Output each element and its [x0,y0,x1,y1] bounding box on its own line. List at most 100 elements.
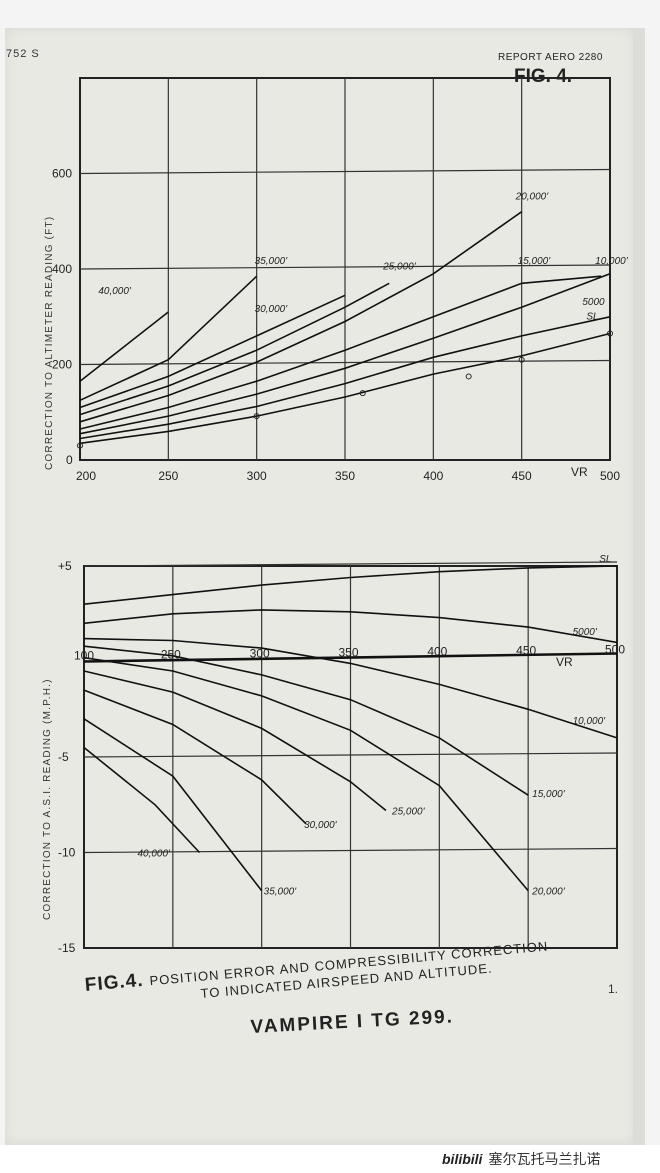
altimeter-point-1 [253,413,260,420]
altimeter-point-2 [359,390,366,397]
asi-curve-label-sl: SL [599,554,611,565]
altimeter-curve-label-40-000: 40,000' [98,286,132,297]
asi-series-5000 [83,609,618,644]
page-edge [633,28,645,1145]
altimeter-curve-label-sl: SL [586,311,598,322]
asi-series-35-000 [83,718,263,892]
asi-x-tick-100: 100 [74,649,94,663]
altimeter-series-15-000 [79,275,602,430]
altimeter-x-tick-200: 200 [76,469,96,483]
asi-series-25-000 [83,670,387,812]
altimeter-y-tick-600: 600 [52,167,72,181]
altimeter-hgrid-400 [79,264,611,270]
asi-zero-line [83,652,618,663]
altimeter-x-tick-500: 500 [600,469,620,483]
caption-figure-number: FIG.4. [84,969,145,996]
asi-hgrid-5 [83,561,618,567]
altimeter-curve-label-30-000: 30,000' [255,304,289,315]
altimeter-point-3 [465,373,472,380]
asi-x-tick-500: 500 [605,643,625,657]
altimeter-series-30-000 [79,294,346,409]
altimeter-curve-label-5000: 5000 [582,297,605,308]
asi-y-tick-5: +5 [58,559,72,573]
altimeter-chart-points [77,330,613,449]
asi-y-ticks: +5 -5 -10 -15 [58,559,76,955]
altimeter-series-5000 [79,316,611,440]
stray-mark: 1. [608,982,619,996]
altimeter-curve-label-10-000: 10,000' [595,256,629,267]
altimeter-point-4 [518,356,525,363]
altimeter-x-tick-400: 400 [423,469,443,483]
altimeter-series-25-000 [79,282,390,416]
altimeter-point-5 [607,330,613,337]
bilibili-logo: bilibili [442,1151,483,1167]
asi-chart-series [83,565,618,892]
altimeter-y-axis-title: CORRECTION TO ALTIMETER READING (FT) [44,216,55,470]
asi-x-tick-300: 300 [250,647,270,661]
asi-series-40-000 [83,746,201,854]
asi-x-tick-250: 250 [161,648,181,662]
asi-series-10-000 [83,637,618,739]
asi-curve-label-15-000: 15,000' [532,789,566,800]
asi-curve-label-5000: 5000' [573,627,598,638]
altimeter-x-axis-title: VR [571,465,588,479]
altimeter-series-sl [79,332,611,445]
asi-curve-label-30-000: 30,000' [304,820,338,831]
altimeter-curve-label-20-000: 20,000' [515,192,550,203]
altimeter-curve-label-15-000: 15,000' [518,256,552,267]
altimeter-curve-labels: 40,000' 35,000' 30,000' 25,000' 20,000' 15,00… [98,192,628,323]
altimeter-x-tick-300: 300 [247,469,267,483]
footer-bar [0,1145,660,1173]
asi-series-30-000 [83,689,307,825]
asi-curve-label-35-000: 35,000' [264,887,298,898]
watermark-text: 塞尔瓦托马兰扎诺 [488,1151,601,1167]
asi-hgrid-m5 [83,752,618,758]
figure-label: FIG. 4. [514,66,573,87]
asi-curve-label-10-000: 10,000' [573,716,607,727]
asi-y-tick-10: -10 [58,846,76,860]
altimeter-x-tick-350: 350 [335,469,355,483]
asi-curve-labels: SL 5000' 10,000' 15,000' 20,000' 25,000' 30,00… [137,554,611,898]
paper-page [5,28,635,1145]
asi-x-tick-350: 350 [339,646,359,660]
asi-chart: 100 250 300 350 400 450 500 +5 -5 -10 -15 SL 5000'… [42,554,625,955]
asi-y-tick-5: -5 [58,750,69,764]
altimeter-chart-grid [79,78,611,460]
asi-hgrid-m10 [83,847,618,854]
document-ref-left: 752 S [6,48,40,60]
altimeter-series-40-000 [79,311,169,382]
altimeter-point-0 [77,442,83,449]
altimeter-curve-label-35-000: 35,000' [255,256,289,267]
asi-series-20-000 [83,656,529,892]
altimeter-y-tick-0: 0 [66,453,73,467]
asi-curve-label-20-000: 20,000' [531,887,566,898]
asi-curve-label-40-000: 40,000' [137,849,171,860]
report-number: REPORT AERO 2280 [498,52,603,63]
altimeter-x-tick-450: 450 [512,469,532,483]
altimeter-series-20-000 [79,211,523,423]
altimeter-curve-label-25-000: 25,000' [382,261,417,272]
altimeter-hgrid-600 [79,168,611,175]
altimeter-y-tick-200: 200 [52,358,72,372]
asi-series-sl [83,565,618,605]
altimeter-series-10-000 [79,273,611,435]
asi-chart-grid [83,561,618,948]
asi-x-tick-450: 450 [516,644,536,658]
watermark: bilibili 塞尔瓦托马兰扎诺 [442,1149,600,1169]
asi-x-axis-title: VR [556,655,573,669]
altimeter-chart-series [79,211,611,445]
altimeter-y-ticks: 0 200 400 600 [52,167,73,468]
altimeter-x-tick-250: 250 [158,469,178,483]
altimeter-hgrid-200 [79,359,611,366]
altimeter-series-35-000 [79,275,258,402]
asi-series-15-000 [83,645,529,796]
altimeter-y-tick-400: 400 [52,262,72,276]
asi-curve-label-25-000: 25,000' [391,806,426,817]
asi-y-tick-15: -15 [58,941,76,955]
asi-x-ticks: 100 250 300 350 400 450 500 [74,643,625,663]
altimeter-x-ticks: 200 250 300 350 400 450 500 [76,469,620,483]
asi-x-tick-400: 400 [427,645,447,659]
asi-y-axis-title: CORRECTION TO A.S.I. READING (M.P.H.) [42,678,53,920]
